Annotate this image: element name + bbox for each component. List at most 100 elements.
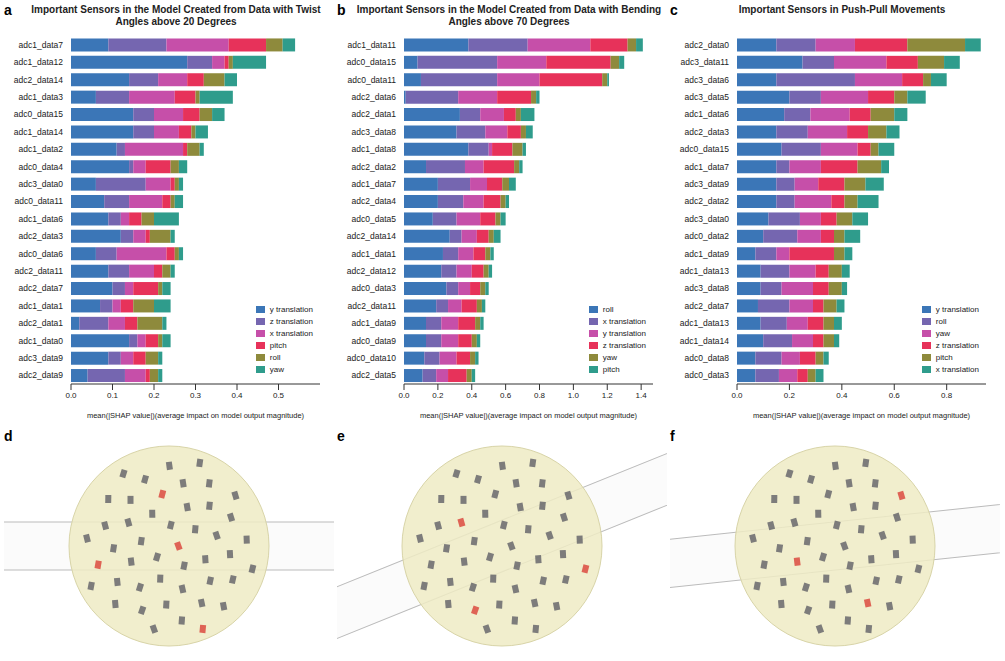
svg-text:0.4: 0.4 bbox=[231, 391, 243, 400]
svg-text:adc3_data5: adc3_data5 bbox=[685, 92, 730, 102]
html-text:y translation: y translation bbox=[935, 304, 979, 314]
svg-text:adc3_data9: adc3_data9 bbox=[685, 179, 730, 189]
html-text:roll: roll bbox=[269, 352, 281, 362]
svg-text:adc1_data9: adc1_data9 bbox=[685, 249, 730, 259]
html-text:x translation: x translation bbox=[269, 328, 313, 338]
svg-text:0.3: 0.3 bbox=[190, 391, 202, 400]
html-text:roll: roll bbox=[602, 304, 614, 314]
svg-text:adc1_data13: adc1_data13 bbox=[680, 318, 729, 328]
svg-text:adc3_data0: adc3_data0 bbox=[685, 214, 730, 224]
svg-text:1.2: 1.2 bbox=[602, 391, 614, 400]
svg-text:adc1_data1: adc1_data1 bbox=[352, 249, 397, 259]
svg-text:mean(|SHAP value|)(average imp: mean(|SHAP value|)(average impact on mod… bbox=[420, 411, 638, 420]
svg-text:adc2_data3: adc2_data3 bbox=[19, 231, 64, 241]
svg-text:adc2_data9: adc2_data9 bbox=[19, 370, 64, 380]
svg-text:adc1_data13: adc1_data13 bbox=[680, 266, 729, 276]
svg-text:0.1: 0.1 bbox=[107, 391, 119, 400]
svg-text:adc0_data8: adc0_data8 bbox=[685, 353, 730, 363]
svg-text:adc2_data5: adc2_data5 bbox=[352, 370, 397, 380]
svg-text:adc3_data0: adc3_data0 bbox=[19, 179, 64, 189]
svg-text:adc1_data6: adc1_data6 bbox=[685, 109, 730, 119]
svg-text:adc2_data7: adc2_data7 bbox=[19, 283, 64, 293]
html-text:pitch: pitch bbox=[269, 340, 287, 350]
html-text:y translation: y translation bbox=[269, 304, 313, 314]
svg-text:adc0_data6: adc0_data6 bbox=[19, 249, 64, 259]
html-text:pitch: pitch bbox=[602, 364, 620, 374]
html-text:Important Sensors in the Model: Important Sensors in the Model Created f… bbox=[356, 4, 662, 27]
svg-text:adc2_data2: adc2_data2 bbox=[352, 162, 397, 172]
svg-text:0.2: 0.2 bbox=[432, 391, 444, 400]
svg-text:1.4: 1.4 bbox=[636, 391, 648, 400]
html-text:x translation: x translation bbox=[602, 316, 646, 326]
svg-text:0.8: 0.8 bbox=[941, 391, 953, 400]
svg-text:0.4: 0.4 bbox=[836, 391, 848, 400]
html-text:yaw: yaw bbox=[269, 364, 285, 374]
html-text:z translation: z translation bbox=[602, 340, 646, 350]
svg-text:adc3_data8: adc3_data8 bbox=[685, 283, 730, 293]
svg-text:adc2_data7: adc2_data7 bbox=[685, 301, 730, 311]
svg-text:adc2_data3: adc2_data3 bbox=[685, 127, 730, 137]
svg-text:adc1_data3: adc1_data3 bbox=[19, 92, 64, 102]
svg-text:0.4: 0.4 bbox=[466, 391, 478, 400]
svg-text:adc2_data1: adc2_data1 bbox=[352, 109, 397, 119]
svg-text:adc0_data3: adc0_data3 bbox=[685, 370, 730, 380]
svg-text:adc0_data9: adc0_data9 bbox=[352, 336, 397, 346]
svg-text:0.8: 0.8 bbox=[534, 391, 546, 400]
svg-text:adc1_data0: adc1_data0 bbox=[19, 336, 64, 346]
svg-text:adc3_data11: adc3_data11 bbox=[680, 57, 729, 67]
html-text:roll: roll bbox=[935, 316, 947, 326]
svg-text:adc0_data15: adc0_data15 bbox=[347, 57, 396, 67]
svg-text:adc2_data11: adc2_data11 bbox=[14, 266, 63, 276]
svg-text:adc2_data0: adc2_data0 bbox=[685, 40, 730, 50]
svg-text:mean(|SHAP value|)(average imp: mean(|SHAP value|)(average impact on mod… bbox=[87, 411, 305, 420]
html-text:Important Sensors in the Model: Important Sensors in the Model Created f… bbox=[31, 4, 321, 27]
html-text:yaw: yaw bbox=[935, 328, 951, 338]
svg-text:0.0: 0.0 bbox=[398, 391, 410, 400]
svg-text:adc2_data1: adc2_data1 bbox=[19, 318, 64, 328]
html-text:z translation: z translation bbox=[269, 316, 313, 326]
svg-text:adc1_data14: adc1_data14 bbox=[14, 127, 63, 137]
svg-text:adc1_data7: adc1_data7 bbox=[685, 162, 730, 172]
svg-text:adc1_data7: adc1_data7 bbox=[19, 40, 64, 50]
svg-text:mean(|SHAP value|)(average imp: mean(|SHAP value|)(average impact on mod… bbox=[753, 411, 971, 420]
svg-text:adc3_data8: adc3_data8 bbox=[352, 127, 397, 137]
svg-text:adc0_data15: adc0_data15 bbox=[14, 109, 63, 119]
svg-text:adc1_data1: adc1_data1 bbox=[19, 301, 64, 311]
svg-text:adc2_data2: adc2_data2 bbox=[685, 196, 730, 206]
svg-text:adc2_data11: adc2_data11 bbox=[347, 301, 396, 311]
svg-text:0.2: 0.2 bbox=[784, 391, 796, 400]
svg-text:adc2_data12: adc2_data12 bbox=[347, 266, 396, 276]
svg-text:0.5: 0.5 bbox=[273, 391, 285, 400]
html-text:yaw: yaw bbox=[602, 352, 618, 362]
svg-text:adc2_data14: adc2_data14 bbox=[14, 75, 63, 85]
svg-text:adc1_data7: adc1_data7 bbox=[352, 179, 397, 189]
svg-text:adc0_data2: adc0_data2 bbox=[685, 231, 730, 241]
svg-text:adc3_data6: adc3_data6 bbox=[685, 75, 730, 85]
svg-text:adc1_data2: adc1_data2 bbox=[19, 144, 64, 154]
svg-text:adc2_data6: adc2_data6 bbox=[352, 92, 397, 102]
html-text:y translation: y translation bbox=[602, 328, 646, 338]
html-text:Important Sensors in Push-Pull: Important Sensors in Push-Pull Movements bbox=[738, 4, 946, 15]
svg-text:adc2_data14: adc2_data14 bbox=[347, 231, 396, 241]
svg-text:adc3_data9: adc3_data9 bbox=[19, 353, 64, 363]
svg-text:adc0_data5: adc0_data5 bbox=[352, 214, 397, 224]
svg-text:adc0_data11: adc0_data11 bbox=[14, 196, 63, 206]
svg-text:adc0_data15: adc0_data15 bbox=[680, 144, 729, 154]
svg-text:0.6: 0.6 bbox=[889, 391, 901, 400]
svg-text:adc1_data8: adc1_data8 bbox=[352, 144, 397, 154]
svg-text:adc1_data6: adc1_data6 bbox=[19, 214, 64, 224]
svg-text:adc1_data11: adc1_data11 bbox=[347, 40, 396, 50]
svg-text:1.0: 1.0 bbox=[568, 391, 580, 400]
svg-text:0.0: 0.0 bbox=[65, 391, 77, 400]
svg-text:0.0: 0.0 bbox=[731, 391, 743, 400]
svg-text:adc0_data10: adc0_data10 bbox=[347, 353, 396, 363]
svg-text:adc1_data12: adc1_data12 bbox=[14, 57, 63, 67]
svg-text:adc1_data9: adc1_data9 bbox=[352, 318, 397, 328]
svg-text:adc2_data4: adc2_data4 bbox=[352, 196, 397, 206]
svg-text:adc0_data11: adc0_data11 bbox=[347, 75, 396, 85]
svg-text:adc0_data4: adc0_data4 bbox=[19, 162, 64, 172]
svg-text:adc0_data3: adc0_data3 bbox=[352, 283, 397, 293]
svg-text:adc1_data14: adc1_data14 bbox=[680, 336, 729, 346]
svg-text:0.2: 0.2 bbox=[148, 391, 160, 400]
svg-text:0.6: 0.6 bbox=[500, 391, 512, 400]
